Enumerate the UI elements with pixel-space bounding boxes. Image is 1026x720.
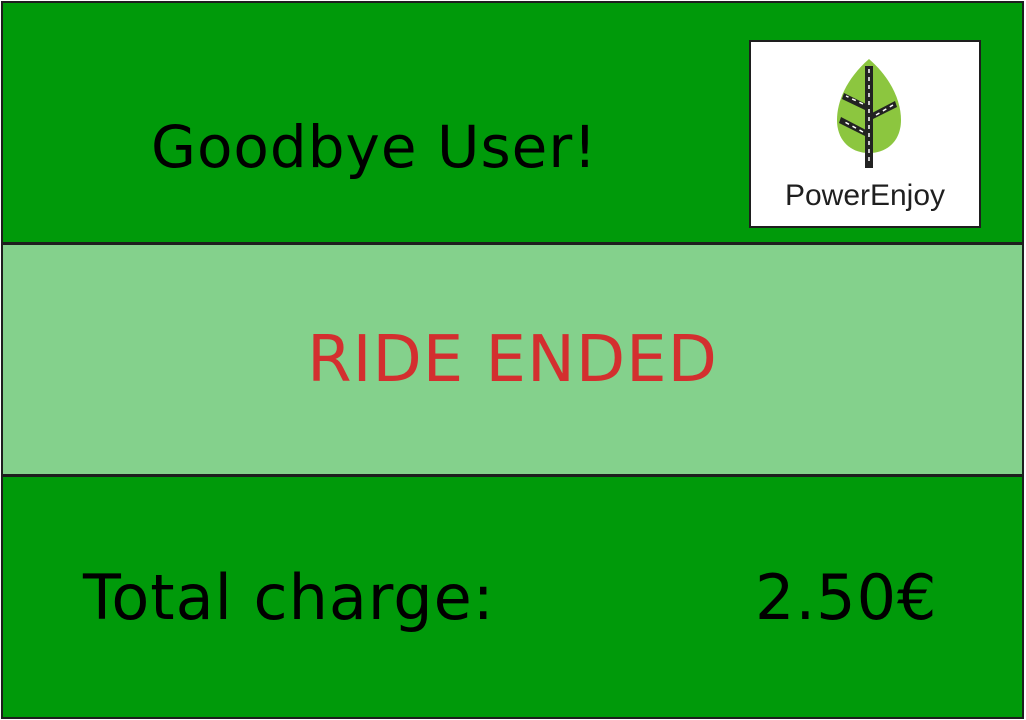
brand-logo: PowerEnjoy — [749, 40, 981, 228]
brand-name: PowerEnjoy — [784, 179, 946, 212]
total-charge-value: 2.50€ — [755, 561, 938, 634]
leaf-road-icon — [837, 59, 901, 168]
charge-panel: Total charge: 2.50€ — [1, 475, 1024, 719]
road-lane-markings — [842, 69, 894, 165]
status-panel: RIDE ENDED — [1, 243, 1024, 476]
greeting-text: Goodbye User! — [151, 113, 598, 181]
ride-status-message: RIDE ENDED — [307, 323, 718, 397]
total-charge-label: Total charge: — [83, 561, 495, 634]
header-panel: Goodbye User! PowerEnjoy — [1, 1, 1024, 244]
